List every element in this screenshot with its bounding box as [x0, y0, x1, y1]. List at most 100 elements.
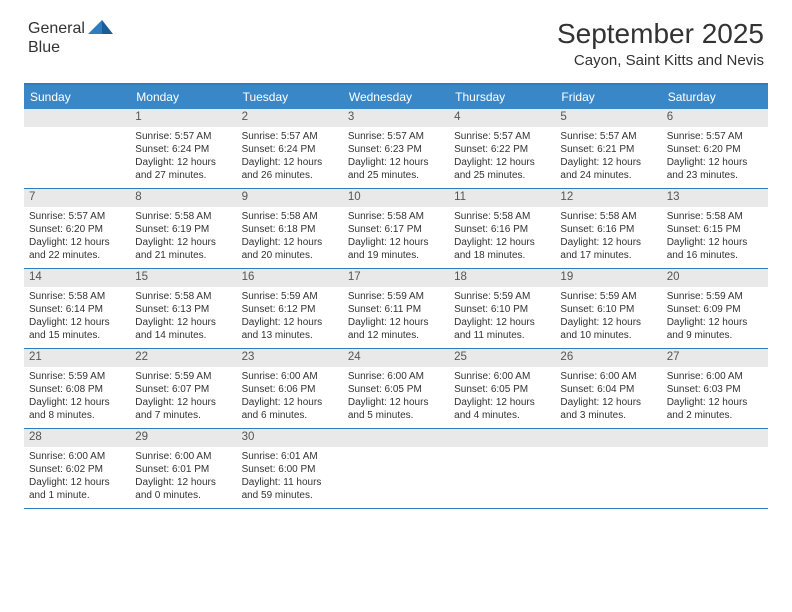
day-cell: Sunrise: 6:00 AMSunset: 6:03 PMDaylight:… — [662, 367, 768, 428]
day-info-line: Sunrise: 5:58 AM — [348, 210, 444, 223]
day-cell: Sunrise: 5:58 AMSunset: 6:16 PMDaylight:… — [555, 207, 661, 268]
day-cell: Sunrise: 5:57 AMSunset: 6:24 PMDaylight:… — [237, 127, 343, 188]
day-info-line: Sunset: 6:01 PM — [135, 463, 231, 476]
title-block: September 2025 Cayon, Saint Kitts and Ne… — [557, 18, 764, 69]
day-info: Sunrise: 5:59 AMSunset: 6:07 PMDaylight:… — [135, 370, 231, 422]
day-info: Sunrise: 5:58 AMSunset: 6:17 PMDaylight:… — [348, 210, 444, 262]
day-info-line: Daylight: 12 hours — [348, 156, 444, 169]
day-info: Sunrise: 6:00 AMSunset: 6:01 PMDaylight:… — [135, 450, 231, 502]
day-info-line: and 21 minutes. — [135, 249, 231, 262]
day-number: 19 — [555, 269, 661, 287]
day-info-line: Sunset: 6:22 PM — [454, 143, 550, 156]
day-info-line: Daylight: 12 hours — [667, 236, 763, 249]
day-info-line: Sunset: 6:18 PM — [242, 223, 338, 236]
day-number: 29 — [130, 429, 236, 447]
page-title: September 2025 — [557, 18, 764, 50]
day-info-line: Daylight: 12 hours — [29, 236, 125, 249]
day-cell — [555, 447, 661, 508]
day-info-line: Sunset: 6:02 PM — [29, 463, 125, 476]
day-info-line: Daylight: 12 hours — [667, 156, 763, 169]
day-info: Sunrise: 5:59 AMSunset: 6:10 PMDaylight:… — [560, 290, 656, 342]
day-info: Sunrise: 5:58 AMSunset: 6:14 PMDaylight:… — [29, 290, 125, 342]
day-info-line: Daylight: 12 hours — [667, 316, 763, 329]
location-label: Cayon, Saint Kitts and Nevis — [557, 52, 764, 69]
day-info-line: and 22 minutes. — [29, 249, 125, 262]
day-cell: Sunrise: 6:00 AMSunset: 6:04 PMDaylight:… — [555, 367, 661, 428]
day-info-line: Sunset: 6:20 PM — [29, 223, 125, 236]
day-info-line: Daylight: 12 hours — [667, 396, 763, 409]
day-number: 2 — [237, 109, 343, 127]
day-number: 25 — [449, 349, 555, 367]
day-info-line: Sunset: 6:11 PM — [348, 303, 444, 316]
day-info: Sunrise: 6:01 AMSunset: 6:00 PMDaylight:… — [242, 450, 338, 502]
day-info-line: and 23 minutes. — [667, 169, 763, 182]
day-info-line: Daylight: 12 hours — [242, 316, 338, 329]
day-info-line: Daylight: 12 hours — [135, 476, 231, 489]
day-number: 21 — [24, 349, 130, 367]
day-info-line: Sunrise: 5:59 AM — [454, 290, 550, 303]
day-info-line: and 0 minutes. — [135, 489, 231, 502]
day-info-line: Sunrise: 5:57 AM — [348, 130, 444, 143]
day-info-line: Daylight: 12 hours — [348, 236, 444, 249]
day-cell: Sunrise: 6:00 AMSunset: 6:02 PMDaylight:… — [24, 447, 130, 508]
day-info: Sunrise: 6:00 AMSunset: 6:02 PMDaylight:… — [29, 450, 125, 502]
day-info: Sunrise: 5:58 AMSunset: 6:19 PMDaylight:… — [135, 210, 231, 262]
day-info-line: Sunset: 6:24 PM — [242, 143, 338, 156]
day-cell: Sunrise: 6:00 AMSunset: 6:06 PMDaylight:… — [237, 367, 343, 428]
day-cell: Sunrise: 5:59 AMSunset: 6:12 PMDaylight:… — [237, 287, 343, 348]
day-info-line: Daylight: 12 hours — [454, 156, 550, 169]
day-info-line: and 11 minutes. — [454, 329, 550, 342]
day-number: 30 — [237, 429, 343, 447]
day-info-line: Sunset: 6:09 PM — [667, 303, 763, 316]
day-info-line: Daylight: 12 hours — [348, 396, 444, 409]
day-info: Sunrise: 5:57 AMSunset: 6:24 PMDaylight:… — [135, 130, 231, 182]
day-info-line: and 8 minutes. — [29, 409, 125, 422]
day-cell: Sunrise: 6:00 AMSunset: 6:05 PMDaylight:… — [449, 367, 555, 428]
day-info-line: Sunset: 6:16 PM — [560, 223, 656, 236]
day-cell: Sunrise: 5:59 AMSunset: 6:08 PMDaylight:… — [24, 367, 130, 428]
day-info-line: Sunrise: 5:58 AM — [667, 210, 763, 223]
day-number — [343, 429, 449, 447]
day-info-line: Sunset: 6:00 PM — [242, 463, 338, 476]
day-info-line: Sunrise: 5:58 AM — [454, 210, 550, 223]
weekday-header: Friday — [555, 85, 661, 109]
day-number: 10 — [343, 189, 449, 207]
day-cell: Sunrise: 5:59 AMSunset: 6:07 PMDaylight:… — [130, 367, 236, 428]
day-info-line: Sunset: 6:21 PM — [560, 143, 656, 156]
logo-word-2: Blue — [28, 40, 114, 56]
day-cell — [449, 447, 555, 508]
day-info-line: Sunset: 6:17 PM — [348, 223, 444, 236]
day-info-line: and 12 minutes. — [348, 329, 444, 342]
day-info-line: Sunset: 6:04 PM — [560, 383, 656, 396]
week-row: 21222324252627Sunrise: 5:59 AMSunset: 6:… — [24, 349, 768, 429]
logo-mark-icon — [88, 18, 114, 40]
day-info-line: Daylight: 12 hours — [454, 396, 550, 409]
day-info-line: and 25 minutes. — [348, 169, 444, 182]
day-cell: Sunrise: 6:00 AMSunset: 6:05 PMDaylight:… — [343, 367, 449, 428]
week-row: 123456Sunrise: 5:57 AMSunset: 6:24 PMDay… — [24, 109, 768, 189]
day-number: 14 — [24, 269, 130, 287]
day-cell: Sunrise: 5:57 AMSunset: 6:24 PMDaylight:… — [130, 127, 236, 188]
day-number: 15 — [130, 269, 236, 287]
day-info: Sunrise: 5:57 AMSunset: 6:20 PMDaylight:… — [29, 210, 125, 262]
day-number: 1 — [130, 109, 236, 127]
day-info-line: Sunset: 6:07 PM — [135, 383, 231, 396]
day-number: 20 — [662, 269, 768, 287]
day-info-line: Daylight: 12 hours — [135, 236, 231, 249]
day-number: 12 — [555, 189, 661, 207]
day-info-line: and 14 minutes. — [135, 329, 231, 342]
day-cell: Sunrise: 5:57 AMSunset: 6:20 PMDaylight:… — [662, 127, 768, 188]
day-info-line: and 19 minutes. — [348, 249, 444, 262]
day-info-line: and 15 minutes. — [29, 329, 125, 342]
day-info-line: Daylight: 12 hours — [135, 396, 231, 409]
day-info-line: Sunrise: 5:59 AM — [29, 370, 125, 383]
day-info-line: Sunrise: 5:59 AM — [560, 290, 656, 303]
day-info: Sunrise: 6:00 AMSunset: 6:05 PMDaylight:… — [348, 370, 444, 422]
day-info-line: Sunrise: 5:58 AM — [242, 210, 338, 223]
day-info-line: Sunset: 6:20 PM — [667, 143, 763, 156]
day-number: 6 — [662, 109, 768, 127]
day-info-line: Daylight: 12 hours — [454, 236, 550, 249]
day-cell: Sunrise: 5:57 AMSunset: 6:21 PMDaylight:… — [555, 127, 661, 188]
weekday-header: Sunday — [24, 85, 130, 109]
day-info-line: Sunrise: 5:59 AM — [135, 370, 231, 383]
